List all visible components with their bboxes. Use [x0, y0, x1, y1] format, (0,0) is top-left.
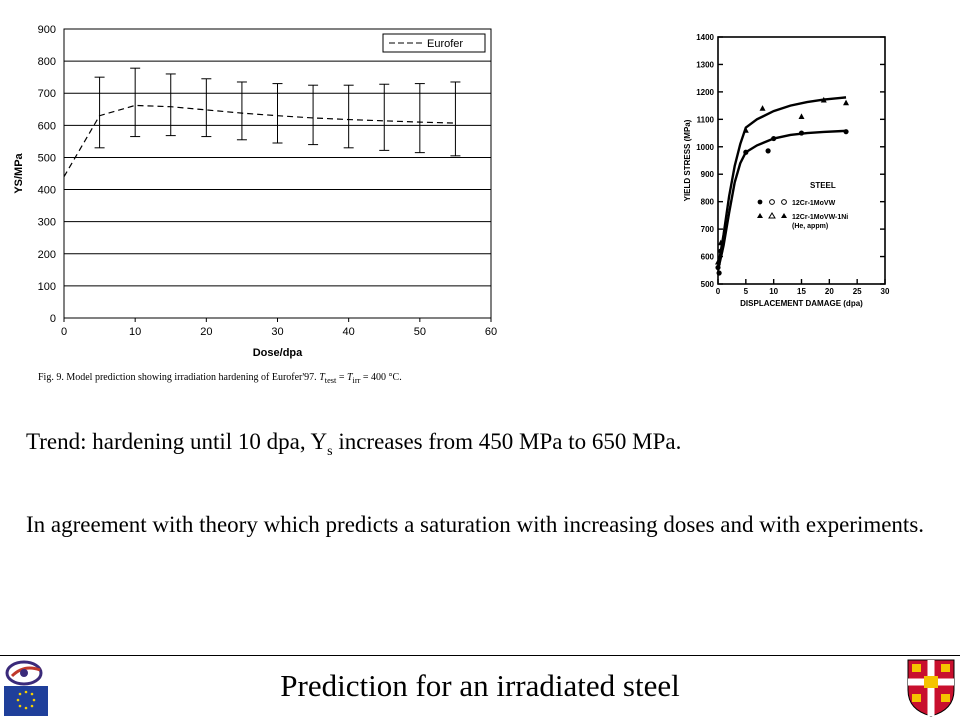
caption-t-irr: T	[346, 372, 353, 383]
error-bar	[308, 84, 319, 146]
error-bar	[414, 83, 425, 154]
x-axis-label: DISPLACEMENT DAMAGE (dpa)	[740, 299, 863, 308]
data-point-triangle	[759, 105, 766, 111]
error-bar	[201, 78, 212, 138]
x-tick-label: 50	[414, 326, 426, 338]
y-tick-label: 700	[38, 88, 56, 100]
y-tick-label: 900	[701, 170, 715, 179]
trend-subscript: s	[327, 444, 333, 459]
data-point-triangle	[820, 96, 827, 103]
legend-box	[382, 33, 486, 53]
y-tick-label: 500	[38, 152, 56, 164]
data-point-circle	[771, 135, 777, 142]
y-axis-label: YIELD STRESS (MPa)	[683, 119, 692, 201]
x-tick-label: 60	[485, 326, 497, 338]
data-point-triangle	[798, 113, 805, 119]
y-tick-label: 400	[38, 185, 56, 197]
y-tick-label: 800	[38, 56, 56, 68]
caption-t-test: T	[319, 372, 325, 383]
slide-title: Prediction for an irradiated steel	[280, 668, 680, 703]
data-point-triangle	[715, 258, 721, 265]
y-tick-label: 300	[38, 217, 56, 229]
trend-text: Trend: hardening until 10 dpa, Ys increa…	[26, 425, 946, 468]
legend-label-2-unit: (He, appm)	[792, 223, 828, 230]
y-tick-label: 800	[701, 198, 715, 207]
experimental-yield-stress-chart: 500 600 700 800 900 1000 1100 1200 1300 1400 0 5 10 1…	[683, 33, 890, 308]
x-tick-label: 10	[769, 287, 778, 296]
caption-irr-sub: irr	[352, 376, 361, 385]
legend-marker-triangle-open	[768, 212, 776, 219]
caption-test-sub: test	[324, 376, 337, 385]
error-bar	[236, 81, 247, 141]
data-point-triangle	[742, 127, 749, 133]
trend-prefix: Trend: hardening until 10 dpa, Y	[26, 429, 328, 454]
y-tick-label: 200	[38, 249, 56, 261]
y-tick-label: 1200	[696, 88, 714, 97]
error-bar	[343, 84, 354, 149]
y-axis-label: YS/MPa	[13, 152, 25, 193]
error-bar	[450, 81, 461, 157]
y-tick-label: 700	[701, 225, 715, 234]
y-tick-label: 600	[701, 253, 715, 262]
error-bar	[165, 73, 176, 137]
error-bar	[272, 83, 283, 144]
data-point-circle	[743, 149, 749, 155]
x-tick-label: 20	[200, 326, 212, 338]
y-tick-label: 1000	[696, 143, 714, 152]
x-tick-label: 30	[271, 326, 283, 338]
data-point-circle	[843, 129, 849, 135]
caption-suffix: = 400 °C.	[360, 372, 402, 383]
university-crest-logo	[907, 659, 955, 717]
data-point-triangle	[843, 99, 850, 106]
legend: STEEL 12Cr-1MoVW 12Cr-1MoVW-1Ni (He, appm)	[757, 181, 848, 230]
legend: Eurofer	[382, 33, 486, 53]
x-tick-label: 30	[881, 287, 890, 296]
footer-divider	[0, 655, 960, 656]
caption-equals: =	[336, 372, 347, 383]
plot-frame	[63, 28, 492, 319]
marie-curie-eu-logo	[4, 660, 48, 716]
caption-prefix: Fig. 9. Model prediction showing irradia…	[38, 372, 320, 383]
x-tick-label: 20	[825, 287, 834, 296]
error-bar	[94, 76, 105, 149]
plot-frame	[717, 36, 886, 285]
x-tick-label: 0	[61, 326, 67, 338]
legend-title: STEEL	[810, 181, 836, 190]
legend-marker-triangle-filled-2	[781, 213, 787, 218]
legend-marker-triangle-filled	[757, 213, 763, 218]
x-tick-label: 5	[744, 287, 749, 296]
trend-suffix: increases from 450 MPa to 650 MPa.	[332, 429, 682, 454]
legend-marker-circle-dot	[781, 199, 787, 205]
y-tick-label: 1100	[697, 115, 715, 124]
y-tick-label: 0	[50, 313, 56, 325]
y-tick-label: 1300	[696, 60, 714, 69]
error-bar	[130, 67, 141, 138]
data-point-circle	[765, 148, 771, 154]
legend-label-1: 12Cr-1MoVW	[792, 200, 836, 207]
x-tick-label: 0	[716, 287, 721, 296]
y-tick-label: 600	[38, 120, 56, 132]
legend-label: Eurofer	[427, 38, 463, 50]
x-tick-label: 10	[129, 326, 141, 338]
data-point-triangle	[717, 239, 724, 246]
legend-marker-circle-open	[769, 199, 775, 205]
eurofer-yield-stress-chart: 0 100 200 300 400 500 600 700 800 900 0 10 20 30 40 50 6…	[13, 24, 497, 359]
agreement-text: In agreement with theory which predicts …	[26, 512, 925, 537]
error-bar	[379, 83, 390, 151]
x-tick-label: 15	[797, 287, 806, 296]
data-point-circle	[798, 130, 805, 136]
y-tick-label: 1400	[696, 33, 714, 42]
legend-label-2: 12Cr-1MoVW-1Ni	[792, 214, 848, 221]
x-axis-label: Dose/dpa	[253, 347, 303, 359]
y-tick-label: 900	[38, 24, 56, 36]
figure-caption: Fig. 9. Model prediction showing irradia…	[38, 372, 402, 385]
x-tick-label: 25	[853, 287, 862, 296]
legend-marker-circle-filled	[757, 199, 763, 205]
y-tick-label: 500	[701, 280, 715, 289]
series-line-eurofer	[63, 104, 456, 178]
series-curve-1	[716, 129, 847, 271]
x-tick-label: 40	[343, 326, 355, 338]
y-tick-label: 100	[38, 281, 56, 293]
data-point-circle	[716, 270, 722, 276]
